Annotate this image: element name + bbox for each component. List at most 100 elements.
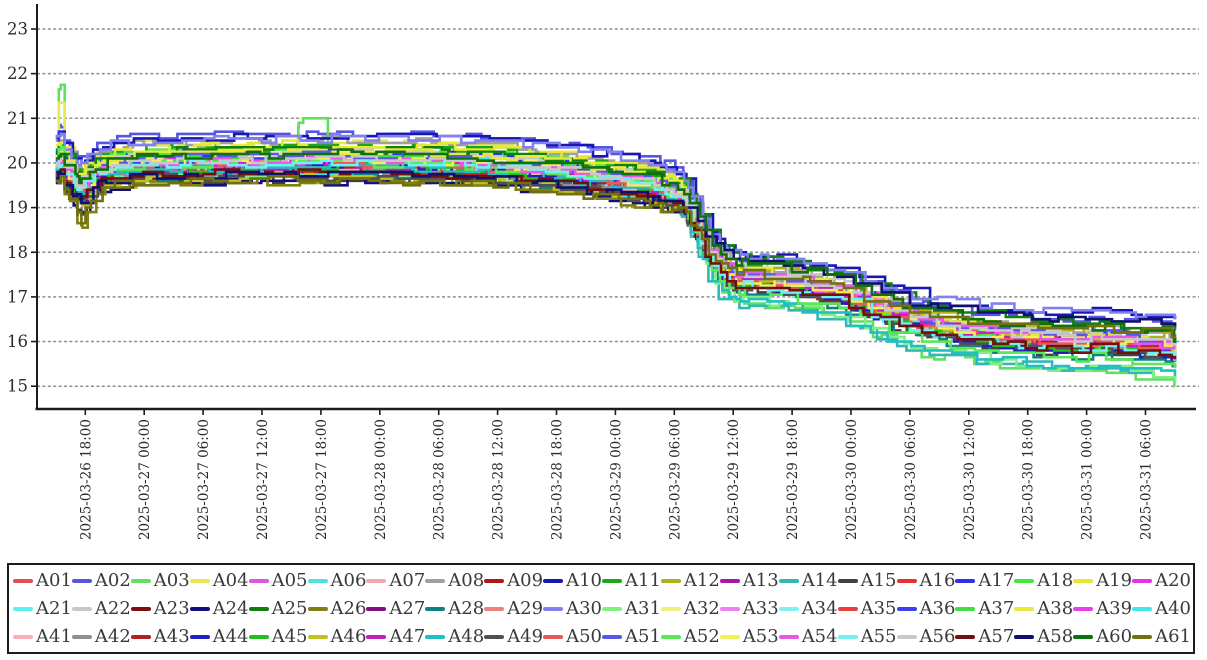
legend-label: A05 <box>271 572 308 590</box>
legend-line-swatch-icon <box>719 579 740 583</box>
legend-item-A15: A15 <box>837 572 897 590</box>
legend-line-swatch-icon <box>543 579 564 583</box>
x-tick-label: 2025-03-29 00:00 <box>608 419 624 540</box>
x-tick-label: 2025-03-27 00:00 <box>137 419 153 540</box>
legend-item-A08: A08 <box>425 572 484 590</box>
legend-label: A56 <box>919 628 956 646</box>
legend-label: A38 <box>1037 600 1074 618</box>
legend-item-A14: A14 <box>778 572 838 590</box>
legend-label: A44 <box>212 628 249 646</box>
legend-label: A40 <box>1155 600 1191 618</box>
legend-line-swatch-icon <box>189 635 210 639</box>
series-line-A57 <box>55 168 1177 360</box>
legend-item-A01: A01 <box>13 572 72 590</box>
series-line-A48 <box>55 163 1177 375</box>
legend-item-A56: A56 <box>896 628 956 646</box>
legend-label: A10 <box>566 572 602 590</box>
legend-line-swatch-icon <box>1132 635 1153 639</box>
legend-line-swatch-icon <box>837 579 858 583</box>
legend-line-swatch-icon <box>13 635 33 639</box>
legend-label: A26 <box>330 600 367 618</box>
legend-line-swatch-icon <box>1014 635 1035 639</box>
legend-item-A17: A17 <box>955 572 1014 590</box>
legend-line-swatch-icon <box>602 635 622 639</box>
legend-item-A16: A16 <box>896 572 955 590</box>
series-lines <box>55 83 1177 388</box>
legend-label: A17 <box>978 572 1015 590</box>
legend-item-A29: A29 <box>484 600 543 618</box>
legend-item-A58: A58 <box>1014 628 1073 646</box>
legend-item-A35: A35 <box>837 600 897 618</box>
x-tick-label: 2025-03-27 06:00 <box>196 419 212 540</box>
legend-line-swatch-icon <box>1073 607 1094 611</box>
legend-item-A10: A10 <box>543 572 602 590</box>
legend-line-swatch-icon <box>130 607 151 611</box>
legend-label: A49 <box>507 628 544 646</box>
legend-line-swatch-icon <box>955 635 976 639</box>
legend-label: A11 <box>625 572 661 590</box>
legend-line-swatch-icon <box>1132 579 1153 583</box>
legend-item-A54: A54 <box>778 628 838 646</box>
legend-item-A20: A20 <box>1132 572 1191 590</box>
legend-line-swatch-icon <box>778 579 799 583</box>
legend-line-swatch-icon <box>837 607 858 611</box>
legend-item-A28: A28 <box>425 600 484 618</box>
legend-item-A24: A24 <box>189 600 249 618</box>
legend-line-swatch-icon <box>425 607 446 611</box>
series-line-A61 <box>55 175 1177 339</box>
legend-line-swatch-icon <box>543 607 564 611</box>
axes: 15 16 17 18 19 20 21 22 23 2025-03-26 18:00 2025-0… <box>7 4 1196 540</box>
legend-label: A04 <box>212 572 249 590</box>
x-tick-label: 2025-03-27 12:00 <box>255 419 271 540</box>
legend-label: A23 <box>153 600 190 618</box>
legend-line-swatch-icon <box>425 579 446 583</box>
legend-line-swatch-icon <box>602 579 622 583</box>
legend-item-A45: A45 <box>248 628 308 646</box>
legend-line-swatch-icon <box>1014 607 1035 611</box>
legend-item-A48: A48 <box>425 628 484 646</box>
legend-label: A35 <box>860 600 897 618</box>
legend-item-A50: A50 <box>543 628 602 646</box>
legend-label: A32 <box>683 600 720 618</box>
legend-line-swatch-icon <box>71 607 92 611</box>
legend-item-A51: A51 <box>602 628 661 646</box>
x-tick-label: 2025-03-28 06:00 <box>432 419 448 540</box>
legend-item-A06: A06 <box>307 572 366 590</box>
x-tick-label: 2025-03-30 12:00 <box>962 419 978 540</box>
legend-line-swatch-icon <box>543 635 564 639</box>
x-tick-label: 2025-03-29 06:00 <box>667 419 683 540</box>
legend-label: A60 <box>1096 628 1133 646</box>
x-tick-label: 2025-03-28 00:00 <box>373 419 389 540</box>
x-tick-label: 2025-03-28 18:00 <box>550 419 566 540</box>
legend-line-swatch-icon <box>955 579 976 583</box>
legend-label: A31 <box>625 600 661 618</box>
x-tick-label: 2025-03-27 18:00 <box>314 419 330 540</box>
legend-line-swatch-icon <box>189 607 210 611</box>
legend-label: A30 <box>566 600 602 618</box>
legend-item-A21: A21 <box>13 600 72 618</box>
legend-item-A41: A41 <box>13 628 72 646</box>
legend-item-A60: A60 <box>1073 628 1132 646</box>
legend-grid: A01 A02 A03 A04 A05 A06 A07 A08 A09 A10 A11 A12 A13 A… <box>9 565 1193 651</box>
x-tick-label: 2025-03-31 06:00 <box>1139 419 1155 540</box>
x-tick-label: 2025-03-28 12:00 <box>491 419 507 540</box>
legend-label: A53 <box>742 628 779 646</box>
legend-item-A34: A34 <box>778 600 838 618</box>
legend-label: A42 <box>94 628 131 646</box>
legend-line-swatch-icon <box>248 579 269 583</box>
legend-line-swatch-icon <box>484 607 505 611</box>
legend-label: A37 <box>978 600 1015 618</box>
legend-line-swatch-icon <box>778 635 799 639</box>
legend-item-A38: A38 <box>1014 600 1073 618</box>
legend-label: A33 <box>742 600 779 618</box>
legend-label: A55 <box>860 628 897 646</box>
legend-item-A23: A23 <box>130 600 190 618</box>
legend-label: A20 <box>1155 572 1191 590</box>
legend-label: A25 <box>271 600 308 618</box>
legend-line-swatch-icon <box>602 607 622 611</box>
legend-item-A37: A37 <box>955 600 1014 618</box>
y-tick-label: 21 <box>7 109 28 128</box>
legend-line-swatch-icon <box>1132 607 1153 611</box>
legend-line-swatch-icon <box>13 579 33 583</box>
